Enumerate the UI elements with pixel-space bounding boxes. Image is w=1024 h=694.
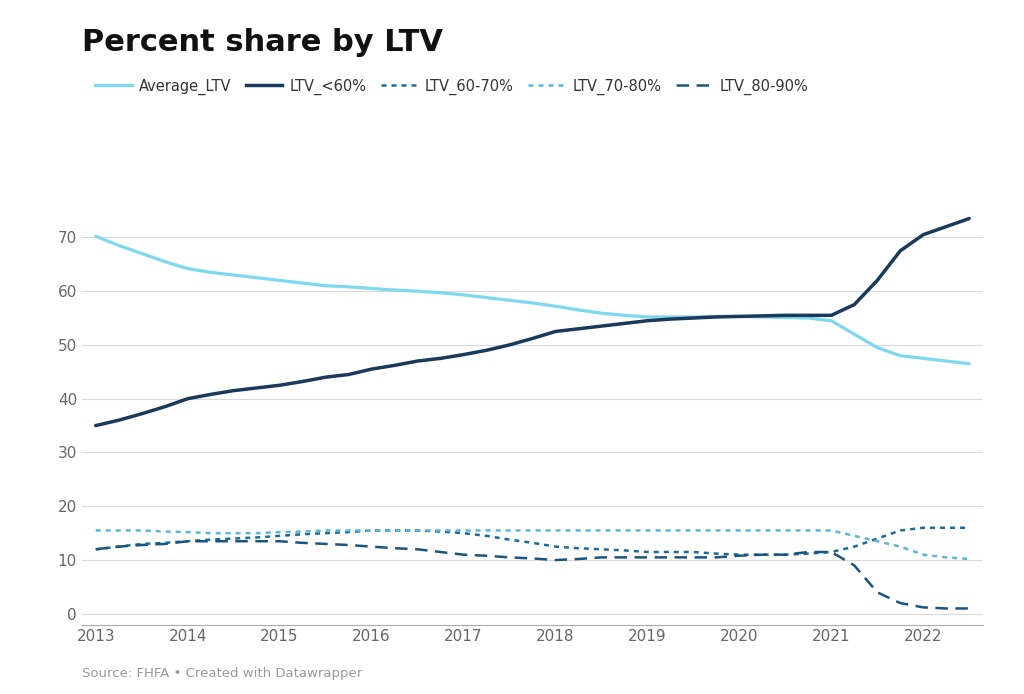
Text: Percent share by LTV: Percent share by LTV [82,28,443,57]
Legend: Average_LTV, LTV_<60%, LTV_60-70%, LTV_70-80%, LTV_80-90%: Average_LTV, LTV_<60%, LTV_60-70%, LTV_7… [89,73,814,101]
Text: Source: FHFA • Created with Datawrapper: Source: FHFA • Created with Datawrapper [82,667,362,680]
